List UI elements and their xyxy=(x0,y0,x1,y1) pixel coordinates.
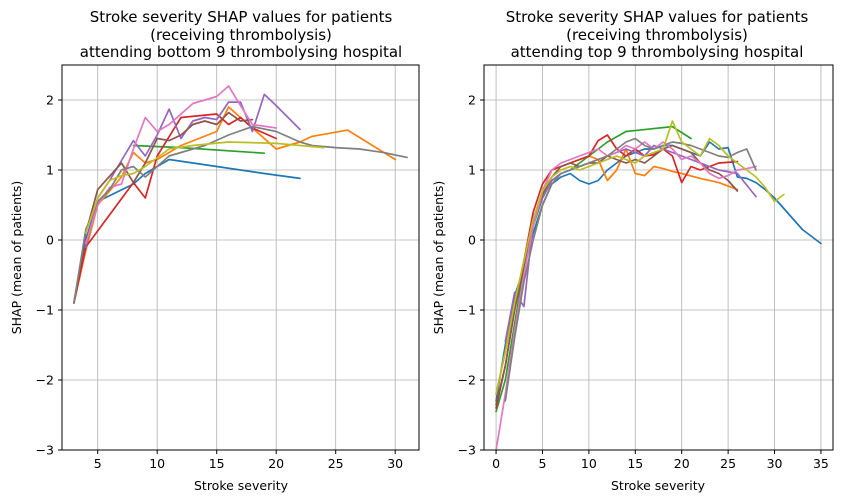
right-grid xyxy=(484,65,833,451)
left-y-tick-label: −1 xyxy=(36,303,54,318)
left-x-tick-label: 20 xyxy=(268,456,284,471)
right-series-group xyxy=(495,120,822,451)
left-chart-panel: Stroke severity SHAP values for patients… xyxy=(9,8,420,493)
left-axis-ticks: 5 10 15 20 25 30 −3 −2 −1 0 1 2 xyxy=(36,93,404,472)
left-x-tick-label: 10 xyxy=(149,456,165,471)
left-y-axis-label: SHAP (mean of patients) xyxy=(9,181,24,335)
left-y-tick-label: 1 xyxy=(46,163,54,178)
right-x-tick-label: 25 xyxy=(720,456,736,471)
left-series-line-8 xyxy=(73,125,408,304)
right-x-tick-label: 35 xyxy=(813,456,829,471)
right-y-tick-label: 2 xyxy=(468,93,476,108)
right-x-tick-label: 10 xyxy=(581,456,597,471)
right-chart-title-line1: Stroke severity SHAP values for patients xyxy=(506,8,809,26)
right-y-tick-label: −3 xyxy=(458,443,476,458)
right-x-tick-label: 20 xyxy=(674,456,690,471)
left-series-line-6 xyxy=(73,111,254,304)
left-plot-frame xyxy=(61,64,420,451)
right-chart-title-line3: attending top 9 thrombolysing hospital xyxy=(511,43,804,61)
right-y-tick-label: −2 xyxy=(458,373,476,388)
right-x-axis-label: Stroke severity xyxy=(611,478,706,493)
right-plot-frame xyxy=(483,64,834,451)
left-series-line-7 xyxy=(84,85,278,245)
right-y-tick-label: −1 xyxy=(458,303,476,318)
right-y-axis-label: SHAP (mean of patients) xyxy=(431,181,446,335)
left-y-tick-label: 0 xyxy=(46,233,54,248)
left-series-line-9 xyxy=(84,141,325,234)
left-x-axis-label: Stroke severity xyxy=(194,478,289,493)
right-axis-ticks: 0 5 10 15 20 25 30 35 −3 −2 −1 0 1 2 xyxy=(458,93,829,472)
right-x-tick-label: 5 xyxy=(538,456,546,471)
left-chart-title-line3: attending bottom 9 thrombolysing hospita… xyxy=(80,43,402,61)
left-series-line-5 xyxy=(84,93,301,248)
left-x-tick-label: 15 xyxy=(209,456,225,471)
left-x-tick-label: 5 xyxy=(94,456,102,471)
left-chart-title-line2: (receiving thrombolysis) xyxy=(150,26,332,44)
left-series-group xyxy=(73,85,408,304)
right-series-line-7 xyxy=(495,141,757,451)
right-x-tick-label: 15 xyxy=(627,456,643,471)
right-series-line-6 xyxy=(495,144,739,406)
left-y-tick-label: −3 xyxy=(36,443,54,458)
left-chart-title-line1: Stroke severity SHAP values for patients xyxy=(90,8,393,26)
right-series-line-9 xyxy=(495,120,785,395)
right-x-tick-label: 30 xyxy=(767,456,783,471)
right-y-tick-label: 1 xyxy=(468,163,476,178)
left-x-tick-label: 30 xyxy=(387,456,403,471)
right-chart-title-line2: (receiving thrombolysis) xyxy=(566,26,748,44)
right-series-line-5 xyxy=(504,144,757,343)
left-series-line-2 xyxy=(73,106,397,304)
left-grid xyxy=(62,65,419,451)
left-y-tick-label: −2 xyxy=(36,373,54,388)
right-series-line-8 xyxy=(504,137,757,402)
right-chart-panel: Stroke severity SHAP values for patients… xyxy=(431,8,834,493)
left-y-tick-label: 2 xyxy=(46,93,54,108)
right-series-line-2 xyxy=(495,148,739,395)
left-x-tick-label: 25 xyxy=(328,456,344,471)
right-y-tick-label: 0 xyxy=(468,233,476,248)
right-series-line-4 xyxy=(495,134,739,409)
right-x-tick-label: 0 xyxy=(492,456,500,471)
left-series-line-1 xyxy=(73,158,301,304)
